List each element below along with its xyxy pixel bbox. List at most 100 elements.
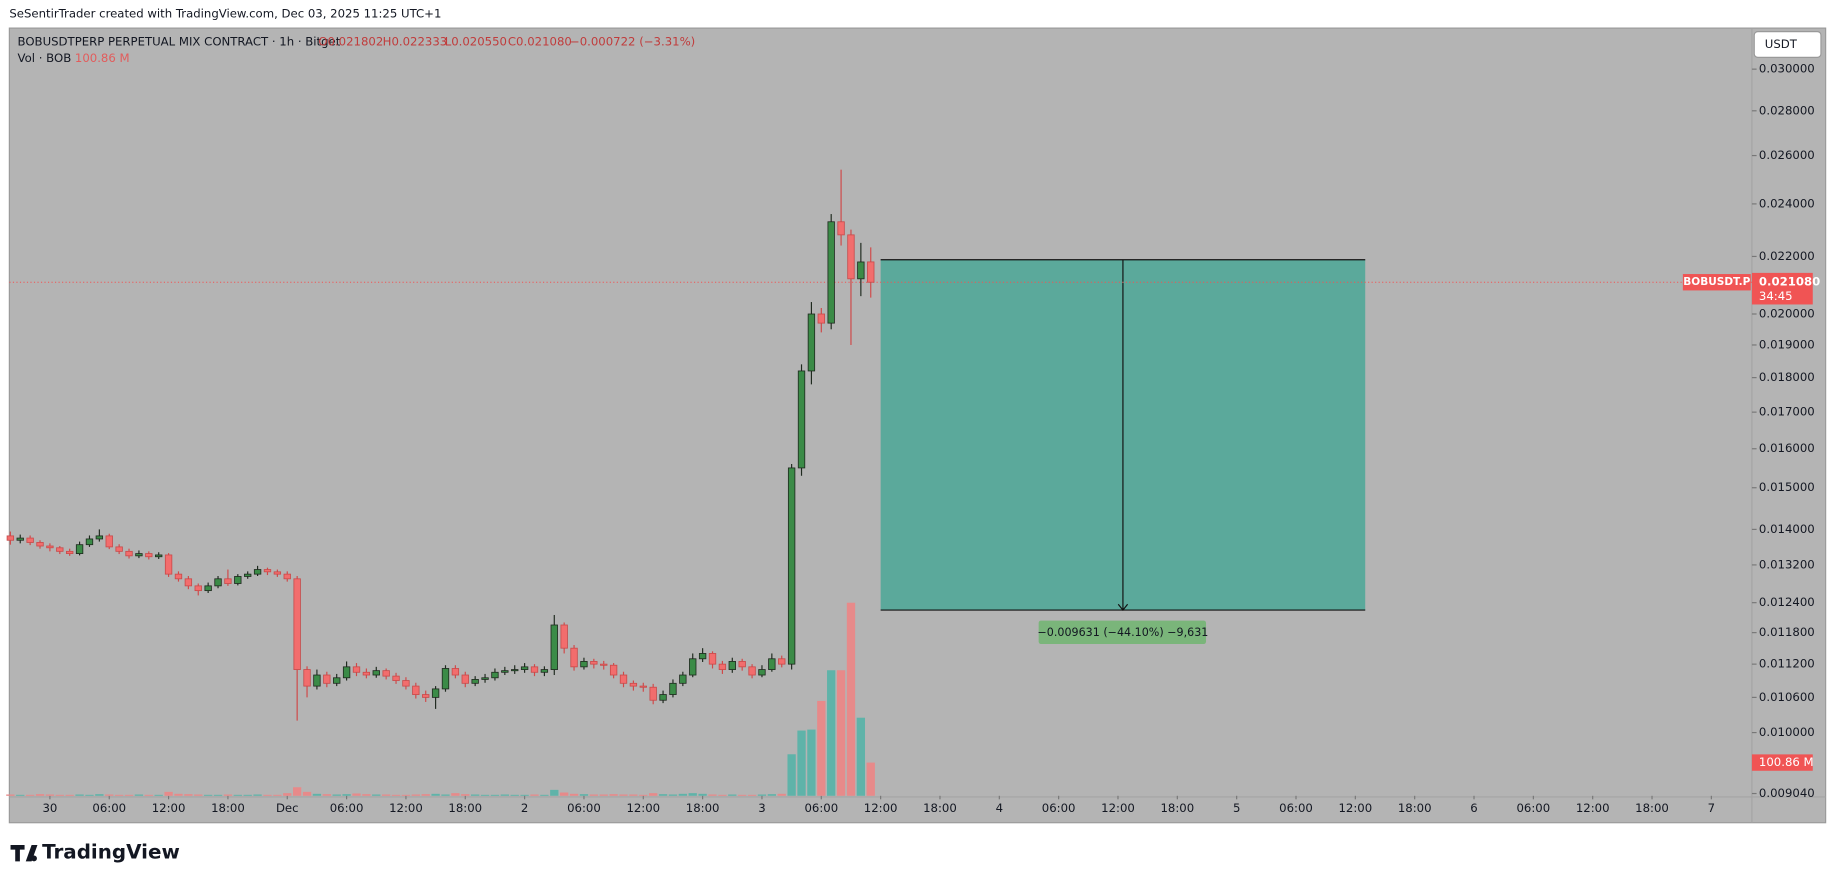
x-tick-label: 06:00 — [804, 801, 838, 815]
x-tick-label: 6 — [1470, 801, 1477, 815]
candle-body — [441, 668, 450, 690]
volume-bar — [65, 794, 74, 796]
y-tick-label: 0.017000 — [1759, 405, 1815, 419]
candle-body — [530, 666, 539, 673]
currency-button[interactable] — [1753, 31, 1822, 58]
y-tick-label: 0.010000 — [1759, 725, 1815, 739]
candle-body — [590, 661, 598, 665]
y-tick-label: 0.030000 — [1759, 62, 1815, 76]
y-tick-label: 0.024000 — [1759, 196, 1815, 210]
volume-bar — [75, 794, 84, 796]
candle-body — [669, 682, 677, 695]
volume-bar — [718, 794, 727, 796]
y-tick-label: 0.028000 — [1759, 103, 1815, 117]
volume-bar — [312, 793, 322, 796]
x-tick-label: 12:00 — [389, 801, 423, 815]
y-tick-label: 0.015000 — [1759, 480, 1815, 494]
volume-bar — [243, 794, 252, 796]
y-tick-label: 0.018000 — [1759, 370, 1815, 384]
volume-bar — [362, 794, 371, 796]
candle-body — [511, 669, 519, 672]
volume-bar — [866, 762, 875, 796]
candle-body — [155, 554, 163, 558]
volume-bar — [302, 791, 312, 796]
volume-bar — [233, 794, 242, 796]
x-tick-label: 12:00 — [1576, 801, 1610, 815]
logo-mark — [10, 844, 38, 862]
candle-body — [323, 674, 331, 684]
candle-body — [402, 680, 410, 687]
candle-body — [145, 553, 153, 558]
candle-body — [135, 553, 143, 557]
candle-body — [392, 675, 400, 681]
candle-body — [748, 666, 756, 676]
volume-bar — [550, 789, 559, 796]
volume-bar — [658, 794, 668, 796]
x-tick-label: 3 — [758, 801, 765, 815]
logo: TradingView — [10, 841, 180, 864]
currency[interactable]: USDT — [1765, 37, 1798, 51]
volume-bar — [114, 794, 124, 796]
volume-bar — [579, 794, 589, 796]
volume-bar — [174, 793, 183, 796]
candle-body — [244, 573, 252, 577]
volume-bar — [95, 794, 104, 796]
volume-bar — [332, 794, 341, 796]
candle-body — [352, 666, 361, 673]
candle-body — [698, 653, 707, 660]
volume-bar — [480, 794, 490, 796]
candle-body — [313, 674, 321, 687]
volume-bar — [85, 794, 94, 796]
candle-body — [26, 537, 34, 543]
volume-name: Vol · BOB — [18, 51, 72, 65]
volume-bar — [263, 794, 272, 796]
volume-bar — [213, 794, 223, 796]
volume-bar — [144, 794, 153, 796]
y-tick-label: 0.022000 — [1759, 249, 1815, 263]
candle-body — [85, 538, 94, 546]
plot: 0.030000 0.028000 0.026000 0.024000 0.022000… — [6, 62, 1815, 815]
candle-body — [382, 670, 390, 677]
candle-body — [273, 571, 282, 575]
candle-body — [174, 573, 183, 580]
x-tick-label: 18:00 — [1160, 801, 1194, 815]
x-tick-label: 18:00 — [1635, 801, 1669, 815]
symbol-label: BOBUSDT.P — [1683, 276, 1750, 288]
candle-body — [263, 569, 272, 573]
candle-body — [253, 569, 262, 575]
y-tick-label: 0.026000 — [1759, 148, 1815, 162]
brand: TradingView — [42, 841, 180, 864]
candle-body — [679, 674, 687, 684]
countdown: 34:45 — [1759, 289, 1793, 303]
symbol: BOBUSDTPERP PERPETUAL MIX CONTRACT · 1h … — [18, 35, 341, 49]
candle-body — [768, 658, 776, 670]
y-tick-label: 0.019000 — [1759, 337, 1815, 351]
candle-body — [797, 370, 806, 469]
x-tick-label: 4 — [996, 801, 1003, 815]
volume-bar — [411, 794, 420, 796]
candle-body — [689, 658, 697, 676]
x-tick-label: 2 — [521, 801, 528, 815]
x-tick-label: 12:00 — [1101, 801, 1135, 815]
x-tick-label: 12:00 — [152, 801, 186, 815]
volume-bar — [797, 730, 806, 796]
volume-axis-label: 100.86 M — [1759, 755, 1814, 769]
candle-body — [491, 671, 499, 679]
volume-bar — [421, 794, 430, 796]
ohlc-value: L0.020550 — [445, 35, 507, 49]
volume-bar — [698, 793, 707, 796]
x-tick-label: 12:00 — [1338, 801, 1372, 815]
x-tick-label: 18:00 — [923, 801, 957, 815]
candle-body — [659, 694, 667, 701]
volume-bar — [560, 792, 569, 796]
volume-bar — [757, 794, 767, 796]
candle-body — [857, 261, 865, 280]
candle-body — [105, 535, 113, 548]
candle-body — [333, 677, 341, 684]
candle-body — [817, 313, 825, 324]
price-label-box — [1751, 272, 1813, 305]
volume-bar — [105, 794, 114, 796]
credit: SeSentirTrader created with TradingView.… — [9, 7, 441, 21]
candle-body — [164, 554, 173, 575]
